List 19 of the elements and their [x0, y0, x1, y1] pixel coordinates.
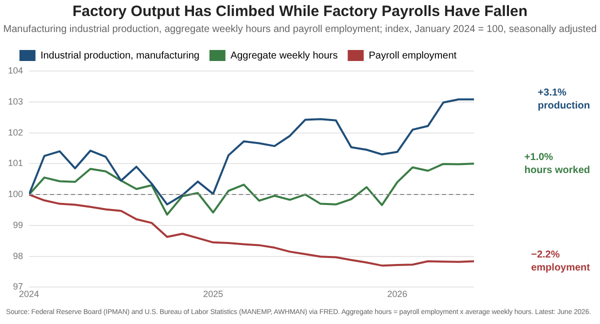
text: −2.2% employment: [531, 250, 591, 274]
text: +1.0% hours worked: [524, 152, 590, 176]
x-tick-label: 2026: [387, 289, 408, 300]
y-tick-label: 104: [8, 65, 24, 76]
y-tick-label: 98: [13, 250, 24, 261]
y-tick-label: 100: [8, 189, 24, 200]
y-tick-label: 101: [8, 158, 24, 168]
y-tick-label: 102: [8, 127, 24, 138]
legend-label: Aggregate weekly hours: [230, 50, 338, 62]
y-tick-label: 103: [8, 96, 24, 106]
legend-label: Industrial production, manufacturing: [40, 50, 200, 62]
x-tick-label: 2025: [203, 289, 224, 300]
chart-subtitle: Manufacturing industrial production, aggregate weekly hours and payroll employment; index, January 2024 = 100, seasonally adjusted: [2, 24, 598, 35]
text: +3.1% production: [538, 88, 590, 112]
y-tick-label: 99: [13, 220, 24, 230]
x-tick-label: 2024: [19, 289, 40, 300]
legend-label: Payroll employment: [368, 50, 457, 62]
y-tick-label: 97: [13, 282, 24, 292]
chart-title: Factory Output Has Climbed While Factory Payrolls Have Fallen: [71, 3, 529, 20]
